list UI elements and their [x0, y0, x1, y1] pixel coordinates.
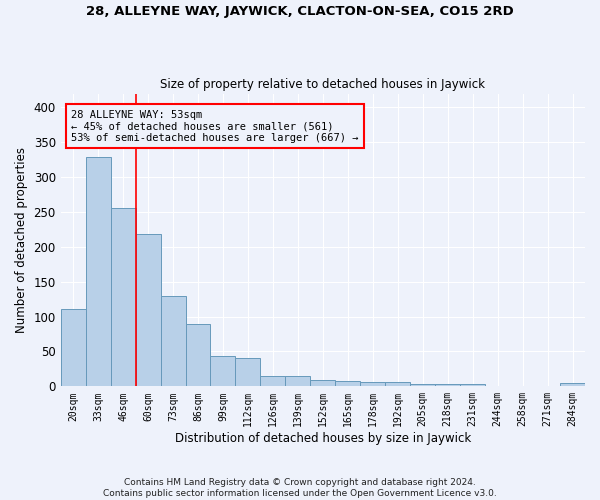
Bar	[335, 381, 360, 386]
Bar	[385, 382, 410, 386]
Bar	[211, 356, 235, 386]
Bar	[560, 383, 585, 386]
Bar	[435, 384, 460, 386]
Bar	[110, 208, 136, 386]
Bar	[410, 384, 435, 386]
Bar	[260, 376, 286, 386]
Bar	[185, 324, 211, 386]
Bar	[286, 376, 310, 386]
Bar	[310, 380, 335, 386]
Bar	[161, 296, 185, 386]
X-axis label: Distribution of detached houses by size in Jaywick: Distribution of detached houses by size …	[175, 432, 471, 445]
Text: 28, ALLEYNE WAY, JAYWICK, CLACTON-ON-SEA, CO15 2RD: 28, ALLEYNE WAY, JAYWICK, CLACTON-ON-SEA…	[86, 5, 514, 18]
Bar	[360, 382, 385, 386]
Bar	[86, 157, 110, 386]
Bar	[460, 384, 485, 386]
Title: Size of property relative to detached houses in Jaywick: Size of property relative to detached ho…	[160, 78, 485, 91]
Y-axis label: Number of detached properties: Number of detached properties	[15, 147, 28, 333]
Text: 28 ALLEYNE WAY: 53sqm
← 45% of detached houses are smaller (561)
53% of semi-det: 28 ALLEYNE WAY: 53sqm ← 45% of detached …	[71, 110, 359, 143]
Text: Contains HM Land Registry data © Crown copyright and database right 2024.
Contai: Contains HM Land Registry data © Crown c…	[103, 478, 497, 498]
Bar	[61, 309, 86, 386]
Bar	[136, 234, 161, 386]
Bar	[235, 358, 260, 386]
